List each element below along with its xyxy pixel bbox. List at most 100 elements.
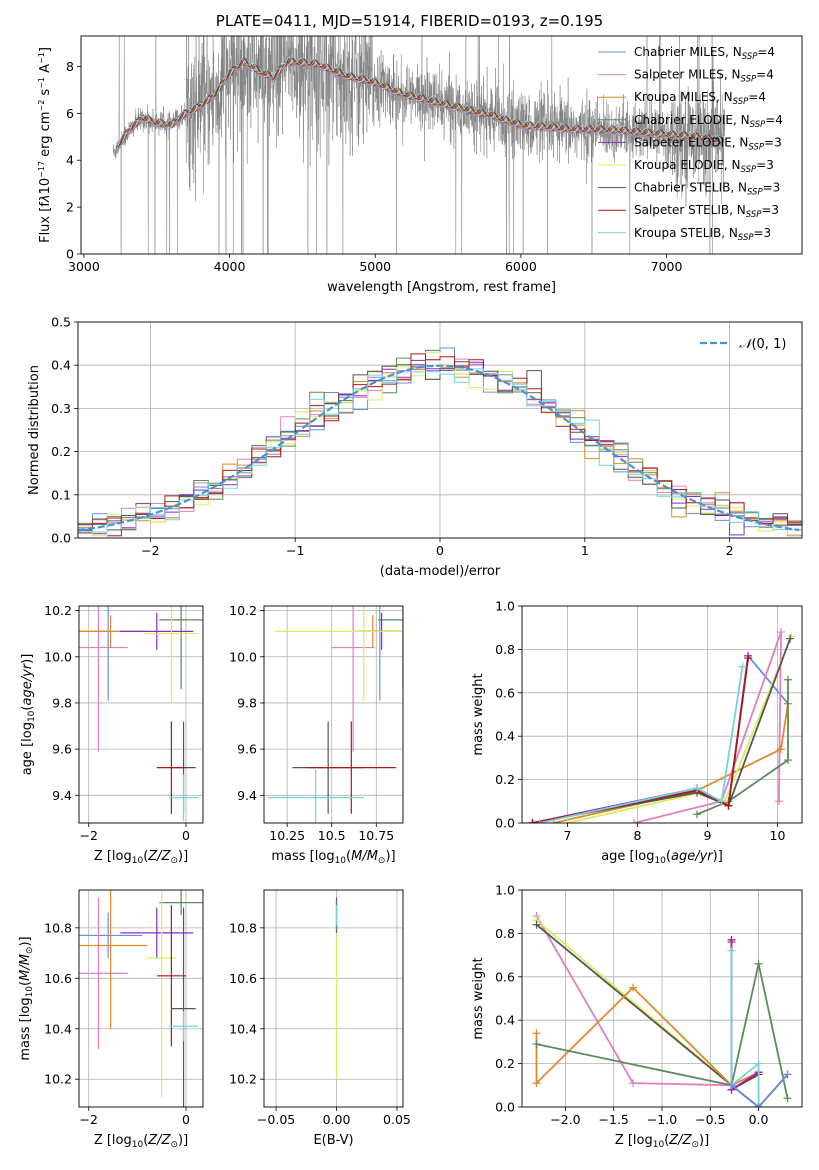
x-tick-label: −2 [141,543,159,558]
x-tick-label: −2 [80,1112,98,1127]
plot-area [112,36,726,254]
weight-marker [532,1040,541,1049]
y-tick-label: 9.8 [52,695,72,710]
weight-marker [532,920,541,929]
x-tick-label: 5000 [359,259,391,274]
x-tick-label: 7 [564,828,572,843]
plot-area [79,606,203,823]
x-tick-label: 0 [182,828,190,843]
x-axis-label: Z [log10(Z/Z⊙)] [94,849,188,866]
y-tick-label: 9.6 [237,742,257,757]
x-tick-label: 10 [770,828,786,843]
plot-area [264,606,403,823]
y-tick-label: 0.0 [495,816,515,831]
x-axis-label: Z [log10(Z/Z⊙)] [94,1133,188,1150]
x-tick-label: −1.5 [599,1112,629,1127]
weight-marker [777,628,785,637]
x-axis-label: E(B-V) [313,1133,353,1148]
y-tick-label: 10.2 [44,603,72,618]
panel-age-vs-mass: 10.25 10.5 10.75 9.4 9.6 9.8 10.0 10.2 mass [log… [229,603,404,866]
y-tick-label: 0.5 [51,315,71,330]
weight-marker [535,819,544,823]
weight-marker [784,675,792,684]
legend-label: Salpeter STELIB, NSSP=3 [634,203,779,220]
axes-frame [80,35,803,255]
y-tick-label: 0.2 [51,444,71,459]
legend-label: Kroupa STELIB, NSSP=3 [634,226,771,243]
weight-marker [630,819,638,823]
y-tick-label: 0.0 [51,531,71,546]
x-tick-label: 4000 [214,259,246,274]
x-tick-label: 9 [704,828,712,843]
axes-frame [263,889,404,1108]
x-tick-label: −1 [286,543,304,558]
legend-label: Chabrier STELIB, NSSP=3 [634,181,780,198]
x-tick-label: 8 [634,828,642,843]
y-tick-label: 0.2 [495,1056,515,1071]
weight-marker [784,756,792,765]
panel-mass-vs-Z: −2 0 10.2 10.4 10.6 10.8 Z [log10(Z/Z⊙)] mass [… [18,889,204,1150]
weight-line-7 [532,638,791,823]
y-axis-label: mass weight [471,673,486,755]
plot-area [522,890,802,1107]
x-tick-label: 10.25 [269,828,305,843]
y-tick-label: 10.6 [229,971,257,986]
panel-residuals: −2 −1 0 1 2 0.0 0.1 0.2 0.3 0.4 0.5 (data-model)/er… [27,315,803,579]
y-axis-label: Normed distribution [27,365,42,495]
figure-title: PLATE=0411, MJD=51914, FIBERID=0193, z=0… [215,12,604,30]
histogram-9 [78,368,802,533]
weight-line-9 [730,950,760,1107]
weight-marker [528,819,537,823]
weight-marker [724,801,733,810]
legend-label: Salpeter ELODIE, NSSP=3 [634,135,782,152]
y-tick-label: 0.4 [495,729,515,744]
legend-label: 𝒩(0, 1) [739,337,786,352]
x-tick-label: 2 [726,543,734,558]
y-tick-label: 0.8 [495,642,515,657]
x-axis-label: mass [log10(M/M⊙)] [271,849,395,866]
y-tick-label: 0.1 [51,487,71,502]
x-tick-label: 6000 [505,259,537,274]
axes-frame [521,605,803,824]
weight-marker [754,1059,763,1068]
x-tick-label: 7000 [651,259,683,274]
y-tick-label: 1.0 [495,599,515,614]
weight-marker [754,959,763,968]
y-tick-label: 0.4 [51,358,71,373]
y-tick-label: 10.0 [44,649,72,664]
x-tick-label: 10.5 [318,828,346,843]
weight-marker [727,938,736,947]
panel-mass-weight-vs-Z: −2.0 −1.5 −1.0 −0.5 0.0 0.0 0.2 0.4 0.6 0.8 1.0 Z [… [471,883,803,1150]
x-axis-label: wavelength [Angstrom, rest frame] [327,280,556,295]
legend-label: Salpeter MILES, NSSP=4 [634,68,774,85]
weight-marker [738,662,747,671]
x-tick-label: 0.00 [323,1112,351,1127]
y-tick-label: 0.8 [495,926,515,941]
y-tick-label: 9.4 [52,788,72,803]
x-axis-label: Z [log10(Z/Z⊙)] [615,1133,709,1150]
weight-marker [777,745,785,754]
histogram-6 [78,351,802,537]
axes-frame [521,889,803,1108]
histogram-8 [78,353,802,531]
weight-marker [693,784,701,793]
y-tick-label: 10.0 [229,649,257,664]
y-tick-label: 0 [66,247,74,262]
y-tick-label: 10.4 [229,1021,257,1036]
weight-marker [786,634,795,643]
legend-label: Chabrier MILES, NSSP=4 [634,45,775,62]
y-tick-label: 0.0 [495,1100,515,1115]
axes-frame [78,605,204,824]
weight-line-3 [535,986,759,1087]
y-tick-label: 1.0 [495,883,515,898]
x-tick-label: −2 [80,828,98,843]
x-tick-label: −0.05 [257,1112,295,1127]
model-spectrum-9 [115,56,725,151]
weight-marker [783,1070,792,1079]
panel-mass-weight-vs-age: 7 8 9 10 0.0 0.2 0.4 0.6 0.8 1.0 age [log10(age/yr… [471,599,803,866]
y-tick-label: 8 [66,59,74,74]
y-axis-label: mass weight [471,957,486,1039]
weight-marker [563,819,572,823]
x-axis-label: (data-model)/error [380,564,501,579]
